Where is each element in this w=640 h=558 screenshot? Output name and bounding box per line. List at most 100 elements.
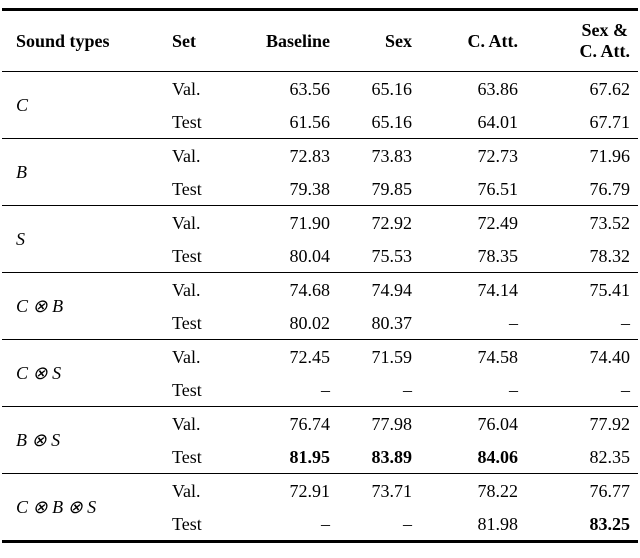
value-cell: 80.37 xyxy=(371,312,413,333)
value-cell: 76.51 xyxy=(477,178,519,199)
value-cell: 77.92 xyxy=(589,413,631,434)
value-cell: 78.32 xyxy=(589,245,631,266)
value-cell: 72.83 xyxy=(289,145,331,166)
table-row: Test 79.38 79.85 76.51 76.79 xyxy=(2,172,638,206)
table-row: S Val. 71.90 72.92 72.49 73.52 xyxy=(2,205,638,249)
set-label-test: Test xyxy=(172,245,202,266)
value-cell: 74.58 xyxy=(477,346,519,367)
value-cell: 65.16 xyxy=(371,78,413,99)
value-cell: 67.62 xyxy=(589,78,631,99)
set-label-val: Val. xyxy=(172,480,201,501)
set-label-val: Val. xyxy=(172,145,201,166)
set-label-test: Test xyxy=(172,379,202,400)
value-cell: 81.98 xyxy=(477,513,519,534)
value-cell: 72.73 xyxy=(477,145,519,166)
set-label-val: Val. xyxy=(172,346,201,367)
results-table: Sound types Set Baseline Sex C. Att. Sex… xyxy=(2,8,638,543)
set-label-test: Test xyxy=(172,111,202,132)
value-cell: 61.56 xyxy=(289,111,331,132)
value-cell: – xyxy=(621,312,630,333)
value-cell: 64.01 xyxy=(477,111,519,132)
header-sound-types: Sound types xyxy=(2,9,160,72)
set-label-val: Val. xyxy=(172,279,201,300)
value-cell: 73.52 xyxy=(589,212,631,233)
value-cell: 80.02 xyxy=(289,312,331,333)
header-sex-c-att-line1: Sex & xyxy=(581,20,629,40)
header-set: Set xyxy=(160,9,232,72)
header-sex-c-att-stack: Sex & C. Att. xyxy=(580,20,631,62)
set-label-test: Test xyxy=(172,312,202,333)
table-row: C ⊗ B ⊗ S Val. 72.91 73.71 78.22 76.77 xyxy=(2,473,638,517)
table-row: C ⊗ B Val. 74.68 74.94 74.14 75.41 xyxy=(2,272,638,316)
table-row: Test 81.95 83.89 84.06 82.35 xyxy=(2,440,638,474)
sound-type-label: S xyxy=(16,229,25,249)
value-cell: 83.25 xyxy=(589,513,631,534)
value-cell: 74.14 xyxy=(477,279,519,300)
value-cell: 75.41 xyxy=(589,279,631,300)
value-cell: 71.59 xyxy=(371,346,413,367)
value-cell: 82.35 xyxy=(589,446,631,467)
set-label-test: Test xyxy=(172,446,202,467)
set-label-test: Test xyxy=(172,178,202,199)
value-cell: 63.86 xyxy=(477,78,519,99)
header-c-att: C. Att. xyxy=(420,9,526,72)
sound-type-label: B ⊗ S xyxy=(16,430,61,450)
value-cell: 79.85 xyxy=(371,178,413,199)
value-cell: 65.16 xyxy=(371,111,413,132)
value-cell: – xyxy=(403,379,412,400)
value-cell: 71.96 xyxy=(589,145,631,166)
value-cell: 73.83 xyxy=(371,145,413,166)
value-cell: 78.22 xyxy=(477,480,519,501)
value-cell: 80.04 xyxy=(289,245,331,266)
value-cell: 81.95 xyxy=(289,446,331,467)
value-cell: – xyxy=(321,379,330,400)
sound-type-label: C ⊗ B ⊗ S xyxy=(16,497,97,517)
table-row: B ⊗ S Val. 76.74 77.98 76.04 77.92 xyxy=(2,406,638,450)
value-cell: 75.53 xyxy=(371,245,413,266)
set-label-val: Val. xyxy=(172,78,201,99)
sound-type-label: C xyxy=(16,95,29,115)
sound-type-label: C ⊗ S xyxy=(16,363,62,383)
table-body: C Val. 63.56 65.16 63.86 67.62 Test 61.5… xyxy=(2,72,638,542)
header-sex-c-att: Sex & C. Att. xyxy=(526,9,638,72)
value-cell: – xyxy=(321,513,330,534)
value-cell: 77.98 xyxy=(371,413,413,434)
value-cell: 72.91 xyxy=(289,480,331,501)
value-cell: 78.35 xyxy=(477,245,519,266)
value-cell: 76.74 xyxy=(289,413,331,434)
table-row: Test 80.02 80.37 – – xyxy=(2,306,638,340)
value-cell: 76.04 xyxy=(477,413,519,434)
value-cell: 72.45 xyxy=(289,346,331,367)
table-row: Test – – 81.98 83.25 xyxy=(2,507,638,542)
value-cell: 74.68 xyxy=(289,279,331,300)
value-cell: 72.92 xyxy=(371,212,413,233)
value-cell: – xyxy=(509,312,518,333)
header-row: Sound types Set Baseline Sex C. Att. Sex… xyxy=(2,9,638,72)
value-cell: 74.94 xyxy=(371,279,413,300)
header-baseline: Baseline xyxy=(232,9,338,72)
header-sex: Sex xyxy=(338,9,420,72)
value-cell: 84.06 xyxy=(477,446,519,467)
value-cell: 73.71 xyxy=(371,480,413,501)
value-cell: 63.56 xyxy=(289,78,331,99)
set-label-val: Val. xyxy=(172,413,201,434)
table-row: Test – – – – xyxy=(2,373,638,407)
table-row: Test 61.56 65.16 64.01 67.71 xyxy=(2,105,638,139)
value-cell: 83.89 xyxy=(371,446,413,467)
value-cell: 76.79 xyxy=(589,178,631,199)
value-cell: 74.40 xyxy=(589,346,631,367)
value-cell: 76.77 xyxy=(589,480,631,501)
value-cell: – xyxy=(509,379,518,400)
table-row: C Val. 63.56 65.16 63.86 67.62 xyxy=(2,72,638,116)
set-label-test: Test xyxy=(172,513,202,534)
value-cell: 72.49 xyxy=(477,212,519,233)
value-cell: 79.38 xyxy=(289,178,331,199)
sound-type-label: C ⊗ B xyxy=(16,296,64,316)
table-header: Sound types Set Baseline Sex C. Att. Sex… xyxy=(2,9,638,72)
value-cell: – xyxy=(621,379,630,400)
value-cell: 67.71 xyxy=(589,111,631,132)
table-row: B Val. 72.83 73.83 72.73 71.96 xyxy=(2,138,638,182)
value-cell: – xyxy=(403,513,412,534)
table-row: C ⊗ S Val. 72.45 71.59 74.58 74.40 xyxy=(2,339,638,383)
